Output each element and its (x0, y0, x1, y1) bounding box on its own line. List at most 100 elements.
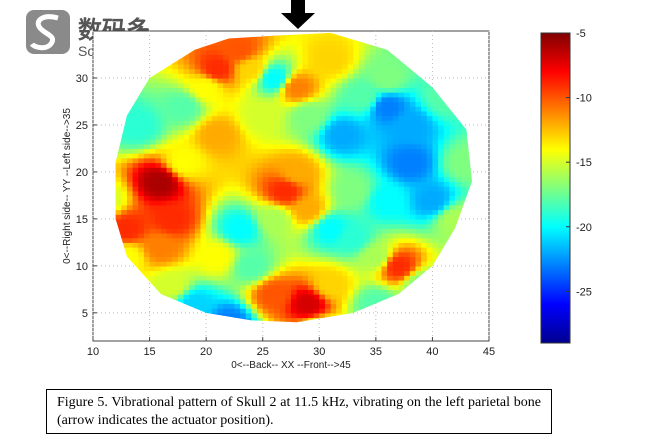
heatmap-cell (336, 92, 343, 98)
heatmap-cell (234, 129, 241, 135)
heatmap-cell (341, 82, 349, 88)
heatmap-cell (240, 134, 247, 140)
heatmap-cell (387, 101, 394, 107)
heatmap-cell (426, 176, 434, 182)
heatmap-cell (217, 139, 224, 145)
heatmap-cell (302, 162, 309, 168)
heatmap-cell (330, 289, 337, 295)
heatmap-cell (211, 148, 219, 154)
heatmap-cell (138, 171, 145, 178)
heatmap-cell (370, 77, 377, 84)
heatmap-cell (392, 242, 400, 248)
heatmap-cell (296, 237, 303, 243)
heatmap-cell (166, 214, 173, 220)
heatmap-cell (353, 251, 360, 258)
heatmap-cell (432, 110, 439, 117)
heatmap-cell (257, 143, 264, 150)
heatmap-cell (274, 247, 281, 253)
heatmap-cell (375, 242, 383, 248)
heatmap-cell (155, 214, 162, 220)
heatmap-cell (353, 134, 360, 140)
heatmap-cell (211, 54, 219, 60)
heatmap-cell (194, 96, 202, 103)
heatmap-cell (313, 204, 320, 211)
heatmap-cell (257, 242, 264, 248)
heatmap-cell (200, 54, 207, 60)
heatmap-cell (251, 73, 258, 79)
heatmap-cell (228, 73, 236, 79)
heatmap-cell (126, 242, 134, 248)
heatmap-cell (370, 181, 377, 187)
heatmap-cell (398, 63, 405, 70)
heatmap-cell (296, 303, 303, 309)
heatmap-cell (375, 73, 383, 79)
heatmap-cell (392, 200, 400, 206)
y-tick-label: 20 (76, 167, 88, 179)
heatmap-cell (302, 265, 309, 272)
heatmap-cell (358, 223, 366, 229)
heatmap-cell (347, 247, 354, 253)
heatmap-cell (336, 153, 343, 159)
heatmap-cell (189, 209, 196, 215)
heatmap-cell (291, 77, 298, 84)
heatmap-cell (307, 134, 315, 140)
heatmap-cell (285, 143, 292, 150)
heatmap-cell (262, 35, 269, 41)
heatmap-cell (381, 242, 388, 248)
heatmap-cell (285, 49, 292, 56)
heatmap-cell (257, 312, 264, 319)
heatmap-cell (143, 181, 151, 187)
heatmap-cell (392, 218, 400, 225)
heatmap-cell (240, 167, 247, 173)
heatmap-cell (381, 195, 388, 201)
heatmap-cell (149, 176, 156, 182)
heatmap-cell (398, 228, 405, 234)
heatmap-cell (353, 157, 360, 164)
heatmap-cell (183, 63, 190, 70)
heatmap-cell (387, 279, 394, 286)
heatmap-cell (126, 232, 134, 239)
heatmap-cell (307, 120, 315, 126)
heatmap-cell (296, 265, 303, 272)
heatmap-cell (302, 204, 309, 211)
heatmap-cell (358, 101, 366, 107)
heatmap-cell (257, 115, 264, 121)
heatmap-cell (149, 214, 156, 220)
heatmap-cell (370, 49, 377, 56)
heatmap-cell (404, 134, 411, 140)
heatmap-cell (438, 148, 445, 154)
heatmap-cell (245, 204, 252, 211)
heatmap-cell (313, 232, 320, 239)
heatmap-cell (398, 120, 405, 126)
heatmap-cell (172, 153, 179, 159)
heatmap-cell (132, 247, 139, 253)
heatmap-cell (211, 115, 219, 121)
heatmap-cell (358, 181, 366, 187)
heatmap-cell (211, 82, 219, 88)
heatmap-cell (257, 153, 264, 159)
heatmap-cell (194, 49, 202, 56)
heatmap-cell (313, 176, 320, 182)
heatmap-cell (268, 45, 275, 51)
heatmap-cell (200, 101, 207, 107)
heatmap-cell (358, 40, 366, 46)
heatmap-cell (347, 49, 354, 56)
heatmap-cell (319, 214, 326, 220)
heatmap-cell (291, 120, 298, 126)
heatmap-cell (307, 176, 315, 182)
heatmap-cell (409, 190, 417, 196)
heatmap-cell (177, 209, 185, 215)
heatmap-cell (155, 256, 162, 262)
heatmap-cell (262, 157, 269, 164)
heatmap-cell (285, 40, 292, 46)
heatmap-cell (364, 115, 371, 121)
heatmap-cell (143, 218, 151, 225)
heatmap-cell (177, 232, 185, 239)
heatmap-cell (426, 162, 434, 168)
heatmap-cell (387, 195, 394, 201)
heatmap-cell (291, 251, 298, 258)
heatmap-cell (257, 308, 264, 314)
heatmap-cell (302, 153, 309, 159)
heatmap-cell (189, 162, 196, 168)
heatmap-cell (274, 82, 281, 88)
